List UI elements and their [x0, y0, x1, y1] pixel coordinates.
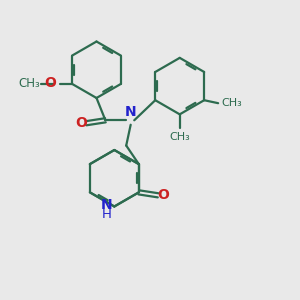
Text: N: N [100, 198, 112, 212]
Text: H: H [102, 208, 112, 221]
Text: CH₃: CH₃ [18, 77, 40, 90]
Text: N: N [125, 105, 136, 119]
Text: O: O [158, 188, 169, 202]
Text: O: O [75, 116, 87, 130]
Text: O: O [44, 76, 56, 90]
Text: CH₃: CH₃ [221, 98, 242, 108]
Text: CH₃: CH₃ [169, 132, 190, 142]
